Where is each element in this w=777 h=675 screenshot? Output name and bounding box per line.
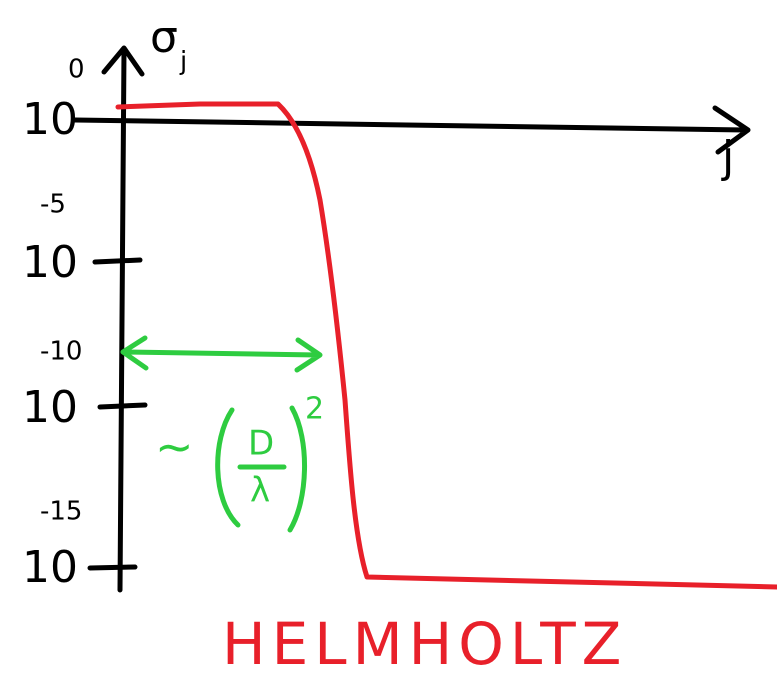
y-ticks: [87, 257, 148, 571]
y-label: σ: [150, 12, 178, 63]
tick-base: 10: [22, 94, 78, 145]
tick-base: 10: [22, 237, 78, 288]
caption: HELMHOLTZ: [222, 610, 627, 675]
annotation-denominator: λ: [250, 471, 270, 511]
annotation-prefix: ~: [155, 420, 194, 474]
y-label-sub: j: [179, 47, 187, 77]
tick-exponent: 0: [68, 55, 85, 85]
tick-exponent: -15: [40, 497, 82, 527]
x-axis: [72, 105, 751, 155]
tick-base: 10: [22, 542, 78, 593]
tick-base: 10: [22, 382, 78, 433]
tick-exponent: -5: [40, 190, 66, 220]
annotation-numerator: D: [248, 424, 274, 464]
annotation-power: 2: [305, 392, 324, 427]
tick-exponent: -10: [40, 337, 82, 367]
annotation-parens: [215, 405, 307, 533]
curve: [115, 101, 777, 590]
y-axis: [101, 45, 145, 593]
x-label: j: [721, 132, 734, 183]
width-arrow: [120, 335, 323, 373]
